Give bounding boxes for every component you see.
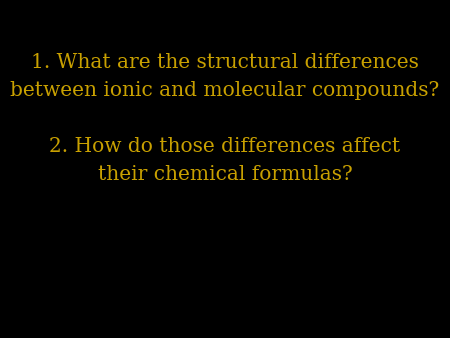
- Text: 1. What are the structural differences
between ionic and molecular compounds?

2: 1. What are the structural differences b…: [10, 53, 440, 184]
